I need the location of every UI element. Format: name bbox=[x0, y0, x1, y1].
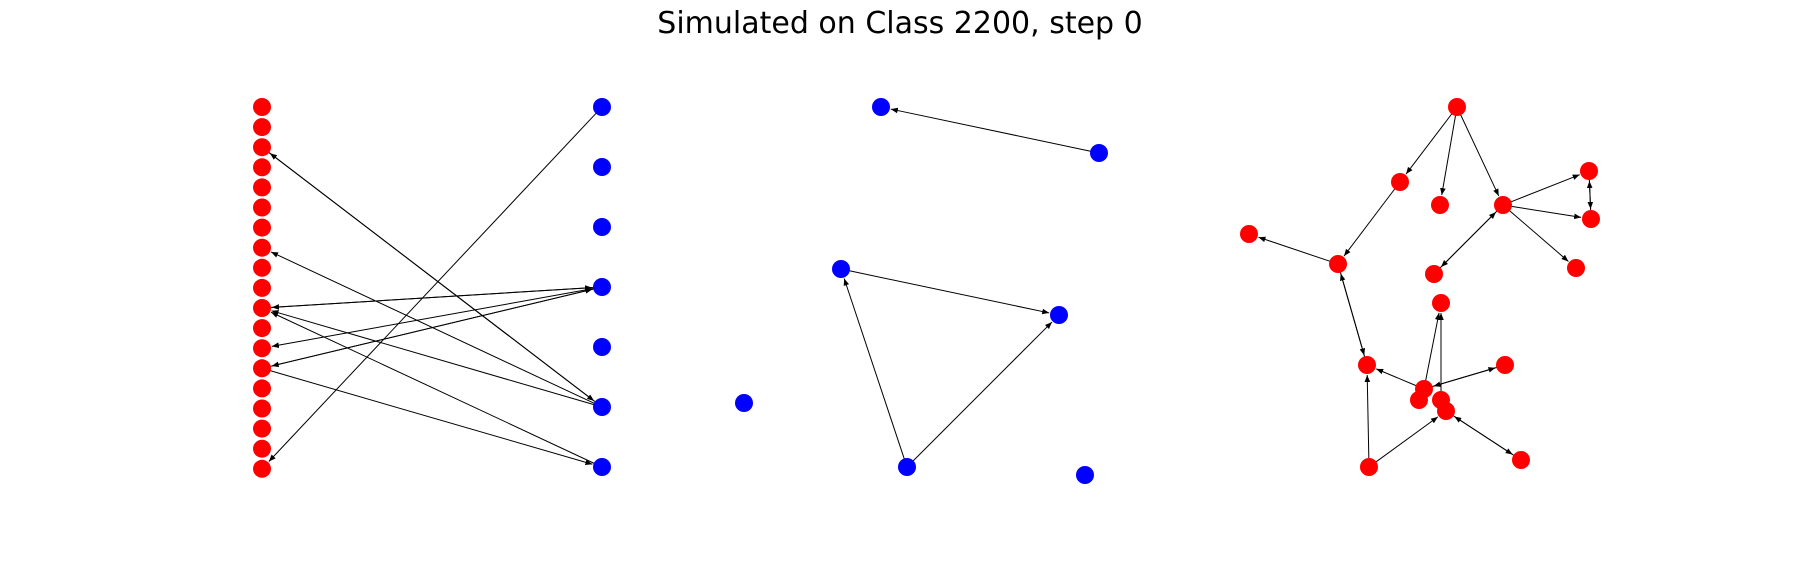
edge-m3-m4 bbox=[1510, 174, 1580, 203]
node-r6 bbox=[253, 218, 271, 237]
edge-m3-m7 bbox=[1510, 205, 1582, 220]
edge-b3-r10 bbox=[271, 286, 595, 310]
node-n3 bbox=[1050, 306, 1068, 324]
node-r13 bbox=[253, 359, 271, 378]
edge-n5-n3 bbox=[912, 321, 1053, 462]
edge-m6-m5 bbox=[1258, 236, 1331, 262]
figure-title: Simulated on Class 2200, step 0 bbox=[657, 6, 1143, 41]
node-m4 bbox=[1580, 162, 1598, 180]
node-m0 bbox=[1448, 98, 1466, 116]
node-n1 bbox=[1090, 144, 1108, 162]
edge-m7-m4 bbox=[1586, 180, 1593, 212]
node-r12 bbox=[253, 339, 271, 358]
edge-m13-m11 bbox=[1376, 368, 1417, 387]
node-n5 bbox=[898, 458, 916, 476]
node-r8 bbox=[253, 258, 271, 277]
node-r16 bbox=[253, 419, 271, 438]
edge-m0-m3 bbox=[1459, 114, 1500, 197]
edge-m0-m1 bbox=[1405, 113, 1453, 175]
node-n2 bbox=[832, 260, 850, 278]
node-m10 bbox=[1432, 294, 1450, 312]
node-m11 bbox=[1358, 356, 1376, 374]
node-r18 bbox=[253, 459, 271, 478]
node-m7 bbox=[1582, 210, 1600, 228]
edge-m17-m11 bbox=[1364, 374, 1371, 460]
node-n0 bbox=[872, 98, 890, 116]
node-r14 bbox=[253, 379, 271, 398]
node-b6 bbox=[593, 458, 611, 476]
edge-m11-m6 bbox=[1340, 273, 1366, 358]
node-b5 bbox=[593, 398, 611, 416]
node-m12 bbox=[1496, 356, 1514, 374]
node-r1 bbox=[253, 118, 271, 137]
node-m17 bbox=[1360, 458, 1378, 476]
node-m2 bbox=[1431, 196, 1449, 214]
node-m1 bbox=[1391, 173, 1409, 191]
node-m6 bbox=[1329, 255, 1347, 273]
node-m18 bbox=[1512, 451, 1530, 469]
node-b1 bbox=[593, 158, 611, 176]
node-r17 bbox=[253, 439, 271, 458]
node-m5 bbox=[1240, 225, 1258, 243]
edge-m9-m3 bbox=[1439, 211, 1497, 269]
node-n6 bbox=[1076, 466, 1094, 484]
node-b0 bbox=[593, 98, 611, 116]
node-r10 bbox=[253, 299, 271, 317]
edge-n2-n3 bbox=[848, 270, 1050, 315]
edge-b0-r18 bbox=[268, 112, 597, 462]
node-r5 bbox=[253, 198, 271, 217]
bipartite-graph bbox=[253, 98, 611, 478]
node-b3 bbox=[593, 278, 611, 296]
node-m9 bbox=[1425, 265, 1443, 283]
edge-m12-m13 bbox=[1433, 366, 1498, 387]
edge-b5-r10 bbox=[271, 310, 595, 406]
node-r0 bbox=[253, 98, 271, 116]
node-b2 bbox=[593, 218, 611, 236]
node-n4 bbox=[735, 394, 753, 412]
edge-m13-m10 bbox=[1425, 312, 1441, 382]
node-r4 bbox=[253, 178, 271, 197]
node-r11 bbox=[253, 319, 271, 338]
edge-m3-m8 bbox=[1508, 209, 1569, 262]
node-r2 bbox=[253, 138, 271, 157]
node-b4 bbox=[593, 338, 611, 356]
edge-b3-r13 bbox=[271, 288, 595, 368]
node-m8 bbox=[1567, 259, 1585, 277]
blue-graph bbox=[735, 98, 1108, 484]
edge-m18-m16 bbox=[1454, 416, 1515, 457]
node-m14 bbox=[1410, 391, 1428, 409]
edge-b6-r10 bbox=[270, 311, 595, 465]
node-r3 bbox=[253, 158, 271, 177]
edge-b3-r12 bbox=[271, 287, 595, 348]
edge-n1-n0 bbox=[890, 107, 1092, 152]
red-graph bbox=[1240, 98, 1600, 476]
edge-m1-m6 bbox=[1343, 188, 1396, 257]
node-r15 bbox=[253, 399, 271, 418]
edge-m0-m2 bbox=[1440, 114, 1457, 196]
edge-r13-b6 bbox=[269, 370, 593, 465]
node-m16 bbox=[1437, 402, 1455, 420]
edge-n5-n2 bbox=[843, 278, 905, 460]
node-m3 bbox=[1494, 196, 1512, 214]
edge-b5-r2 bbox=[269, 152, 596, 403]
node-r9 bbox=[253, 278, 271, 297]
edge-m17-m16 bbox=[1375, 416, 1439, 463]
node-r7 bbox=[253, 238, 271, 257]
